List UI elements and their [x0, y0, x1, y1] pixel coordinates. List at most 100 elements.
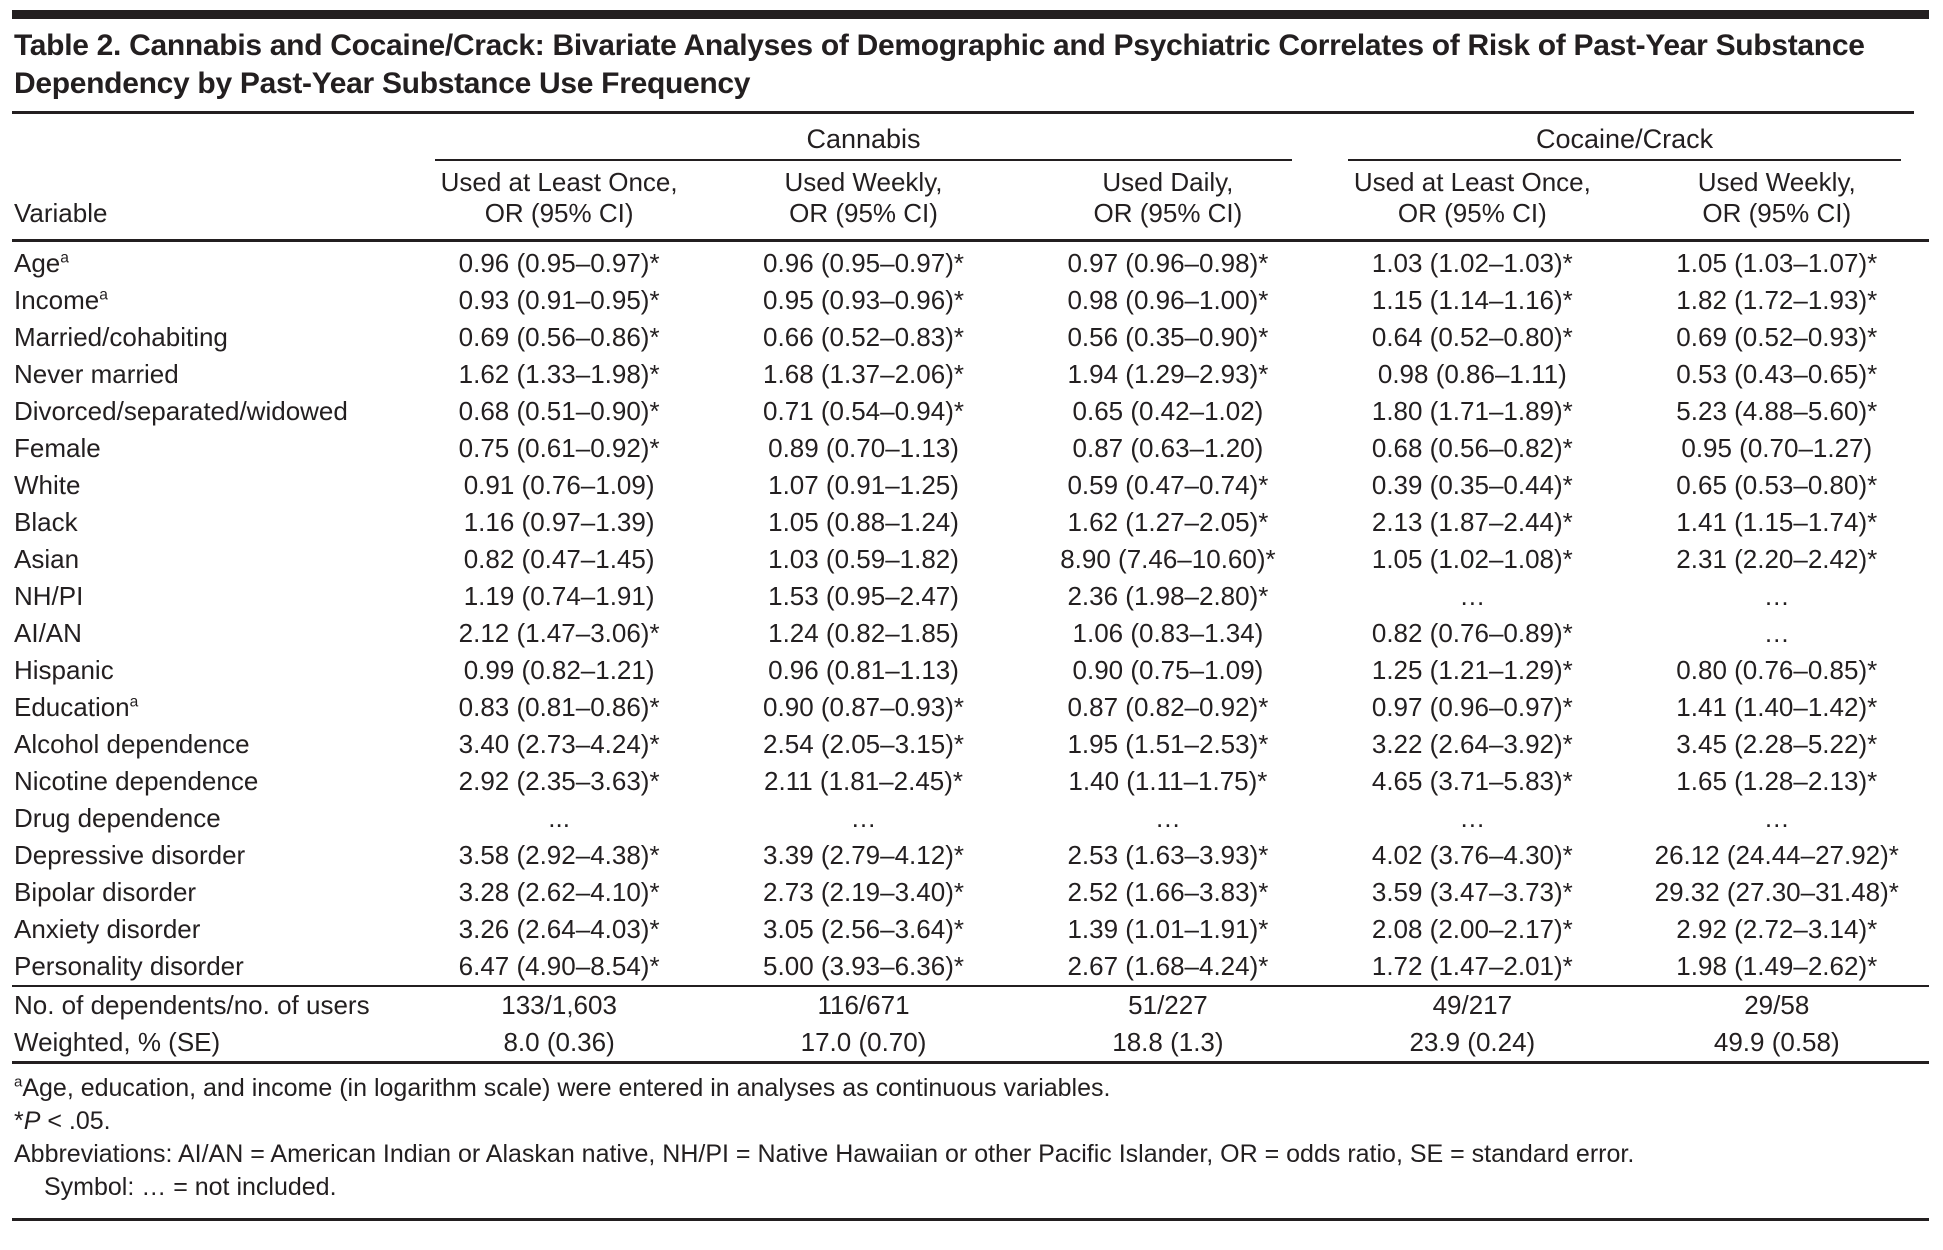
value-cell-cannabis-weekly: 2.73 (2.19–3.40)*: [763, 877, 964, 907]
value-cell-cocaine-weekly: 29.32 (27.30–31.48)*: [1654, 877, 1899, 907]
value-cell-cocaine-once: 0.97 (0.96–0.97)*: [1371, 692, 1573, 722]
value-cell-cannabis-daily: 2.67 (1.68–4.24)*: [1067, 951, 1269, 981]
group-header-cocaine-crack: Cocaine/Crack: [1320, 114, 1929, 161]
value-cell-cannabis-weekly: 1.24 (0.82–1.85): [768, 618, 959, 648]
group-rule-cannabis: [434, 159, 1293, 161]
value-cell-cocaine-weekly: 0.69 (0.52–0.93)*: [1676, 322, 1878, 352]
value-cell-cannabis-once: 0.96 (0.95–0.97)*: [458, 248, 660, 278]
footnote-symbol: Symbol: … = not included.: [44, 1173, 337, 1201]
value-cell-cocaine-weekly: 1.41 (1.40–1.42)*: [1676, 692, 1878, 722]
table-row: Drug dependence ... … … … …: [12, 800, 1929, 837]
footnotes: aAge, education, and income (in logarith…: [12, 1064, 1929, 1218]
row-label: Bipolar disorder: [14, 877, 197, 907]
row-label: Nicotine dependence: [14, 766, 259, 796]
group-label-cannabis: Cannabis: [806, 124, 921, 154]
value-cell-cannabis-weekly: 1.53 (0.95–2.47): [768, 581, 959, 611]
column-header-row: Used at Least Once, OR (95% CI) Used Wee…: [12, 161, 1929, 241]
value-cell-cocaine-once: 49/217: [1432, 990, 1513, 1020]
column-header-line2: OR (95% CI): [1093, 198, 1243, 228]
row-label: Black: [14, 507, 78, 537]
value-cell-cannabis-weekly: 116/671: [817, 990, 910, 1020]
value-cell-cannabis-once: 3.58 (2.92–4.38)*: [458, 840, 660, 870]
row-label: Drug dependence: [14, 803, 221, 833]
row-label: White: [14, 470, 81, 500]
value-cell-cannabis-weekly: 3.39 (2.79–4.12)*: [763, 840, 964, 870]
table-row: Married/cohabiting 0.69 (0.56–0.86)* 0.6…: [12, 319, 1929, 356]
table-title: Table 2. Cannabis and Cocaine/Crack: Biv…: [12, 27, 1914, 114]
row-label-superscript: a: [60, 249, 69, 267]
footnote-a-text: Age, education, and income (in logarithm…: [22, 1074, 1111, 1102]
group-header-cannabis: Cannabis: [407, 114, 1320, 161]
column-header-line1: Used at Least Once,: [1353, 167, 1591, 197]
table-row: Never married 1.62 (1.33–1.98)* 1.68 (1.…: [12, 356, 1929, 393]
row-label-cell: Alcohol dependence: [12, 726, 407, 763]
value-cell-cocaine-once: 1.03 (1.02–1.03)*: [1371, 248, 1573, 278]
value-cell-cannabis-daily: 2.53 (1.63–3.93)*: [1067, 840, 1269, 870]
value-cell-cannabis-weekly: 0.95 (0.93–0.96)*: [763, 285, 964, 315]
value-cell-cannabis-daily: 0.59 (0.47–0.74)*: [1067, 470, 1269, 500]
row-label-cell: White: [12, 467, 407, 504]
value-cell-cocaine-once: 0.64 (0.52–0.80)*: [1371, 322, 1573, 352]
value-cell-cannabis-daily: 0.56 (0.35–0.90)*: [1067, 322, 1269, 352]
table-row: Personality disorder 6.47 (4.90–8.54)* 5…: [12, 948, 1929, 986]
value-cell-cocaine-weekly: 1.05 (1.03–1.07)*: [1676, 248, 1878, 278]
value-cell-cocaine-once: 3.59 (3.47–3.73)*: [1371, 877, 1573, 907]
column-header-line2: OR (95% CI): [484, 198, 634, 228]
value-cell-cannabis-daily: …: [1154, 803, 1181, 833]
value-cell-cocaine-weekly: 49.9 (0.58): [1713, 1027, 1840, 1057]
row-label: Alcohol dependence: [14, 729, 250, 759]
value-cell-cannabis-once: 0.82 (0.47–1.45): [463, 544, 655, 574]
value-cell-cannabis-weekly: 0.89 (0.70–1.13): [768, 433, 959, 463]
table-row: Female 0.75 (0.61–0.92)* 0.89 (0.70–1.13…: [12, 430, 1929, 467]
value-cell-cocaine-weekly: …: [1763, 618, 1790, 648]
value-cell-cannabis-weekly: 0.96 (0.95–0.97)*: [763, 248, 964, 278]
value-cell-cannabis-weekly: 5.00 (3.93–6.36)*: [763, 951, 964, 981]
table-summary: No. of dependents/no. of users 133/1,603…: [12, 986, 1929, 1063]
row-label-cell: Incomea: [12, 282, 407, 319]
column-header: Used at Least Once, OR (95% CI): [1320, 161, 1624, 241]
column-header-line2: OR (95% CI): [1397, 198, 1547, 228]
value-cell-cocaine-weekly: 29/58: [1744, 990, 1810, 1020]
value-cell-cannabis-daily: 0.97 (0.96–0.98)*: [1067, 248, 1269, 278]
value-cell-cocaine-weekly: 1.65 (1.28–2.13)*: [1676, 766, 1878, 796]
value-cell-cannabis-once: ...: [548, 803, 570, 833]
value-cell-cocaine-once: 1.72 (1.47–2.01)*: [1371, 951, 1573, 981]
group-rule-cocaine-crack: [1348, 159, 1901, 161]
value-cell-cocaine-once: 0.68 (0.56–0.82)*: [1371, 433, 1573, 463]
value-cell-cannabis-daily: 2.36 (1.98–2.80)*: [1067, 581, 1269, 611]
row-label: Depressive disorder: [14, 840, 246, 870]
table-row: Hispanic 0.99 (0.82–1.21) 0.96 (0.81–1.1…: [12, 652, 1929, 689]
value-cell-cocaine-weekly: 2.92 (2.72–3.14)*: [1676, 914, 1878, 944]
row-label-cell: Married/cohabiting: [12, 319, 407, 356]
row-label-cell: AI/AN: [12, 615, 407, 652]
table-body: Agea 0.96 (0.95–0.97)* 0.96 (0.95–0.97)*…: [12, 241, 1929, 987]
table-row: Incomea 0.93 (0.91–0.95)* 0.95 (0.93–0.9…: [12, 282, 1929, 319]
row-label-cell: Black: [12, 504, 407, 541]
row-label: Education: [14, 692, 130, 722]
column-header: Used Weekly, OR (95% CI): [711, 161, 1015, 241]
row-label-cell: Female: [12, 430, 407, 467]
value-cell-cocaine-once: 4.02 (3.76–4.30)*: [1371, 840, 1573, 870]
row-label-cell: Personality disorder: [12, 948, 407, 986]
value-cell-cocaine-weekly: 1.41 (1.15–1.74)*: [1676, 507, 1878, 537]
value-cell-cannabis-daily: 51/227: [1128, 990, 1208, 1020]
value-cell-cannabis-once: 0.93 (0.91–0.95)*: [458, 285, 660, 315]
value-cell-cannabis-weekly: …: [850, 803, 877, 833]
value-cell-cocaine-once: 0.98 (0.86–1.11): [1377, 359, 1567, 389]
row-label-cell: No. of dependents/no. of users: [12, 986, 407, 1024]
column-header-line2: OR (95% CI): [1702, 198, 1852, 228]
row-label-cell: Anxiety disorder: [12, 911, 407, 948]
variable-column-header: Variable: [14, 198, 108, 228]
value-cell-cocaine-weekly: …: [1763, 581, 1790, 611]
row-label-cell: Bipolar disorder: [12, 874, 407, 911]
row-label: Weighted, % (SE): [14, 1027, 221, 1057]
value-cell-cocaine-weekly: 0.95 (0.70–1.27): [1681, 433, 1873, 463]
value-cell-cannabis-weekly: 3.05 (2.56–3.64)*: [763, 914, 964, 944]
row-label: Female: [14, 433, 101, 463]
value-cell-cocaine-once: 1.25 (1.21–1.29)*: [1371, 655, 1573, 685]
value-cell-cannabis-daily: 1.94 (1.29–2.93)*: [1067, 359, 1269, 389]
value-cell-cocaine-weekly: 26.12 (24.44–27.92)*: [1654, 840, 1899, 870]
footnote-p-star: *: [14, 1107, 24, 1135]
table-row: No. of dependents/no. of users 133/1,603…: [12, 986, 1929, 1024]
value-cell-cannabis-daily: 1.40 (1.11–1.75)*: [1068, 766, 1268, 796]
